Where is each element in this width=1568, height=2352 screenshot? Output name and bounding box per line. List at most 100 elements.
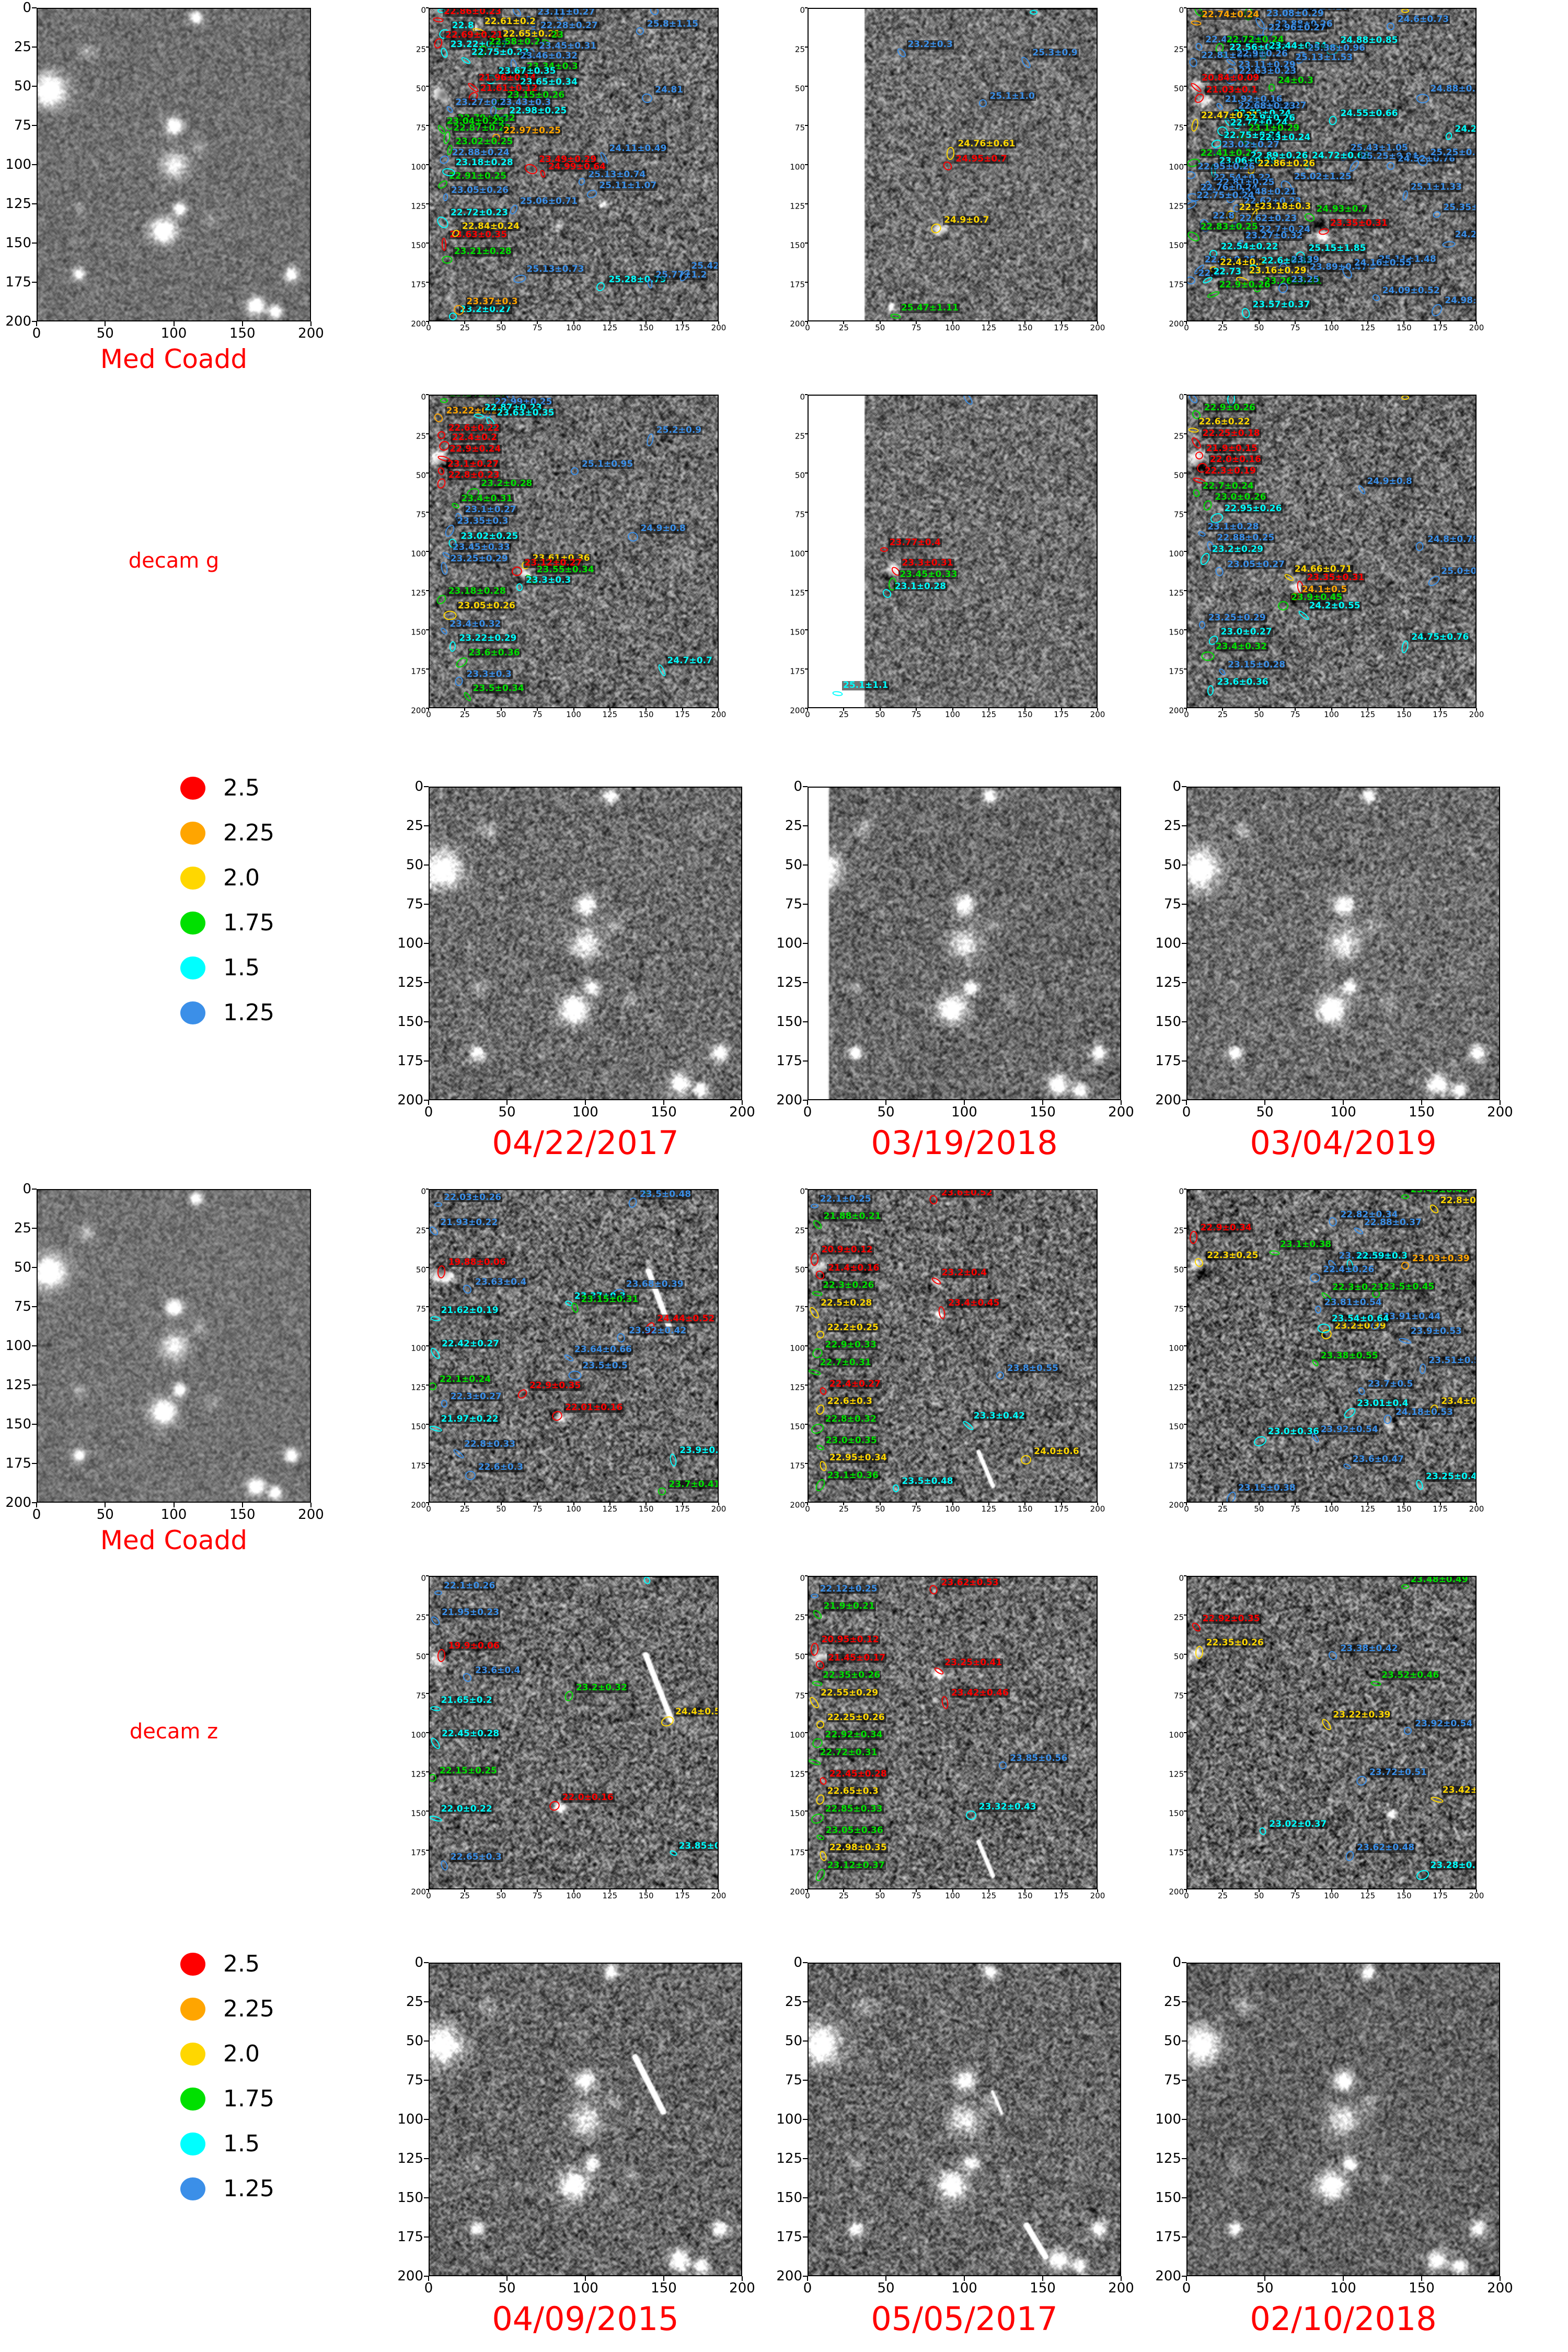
y-axis-tick-mark xyxy=(803,2040,808,2042)
magnitude-legend-z: 2.5 2.25 2.0 1.75 1.5 1.25 xyxy=(180,1942,274,2211)
x-axis-tick-label: 0 xyxy=(1182,2280,1191,2296)
x-axis-tick-mark xyxy=(464,708,466,711)
y-axis-tick-mark xyxy=(1184,1811,1186,1812)
x-axis-tick-mark xyxy=(682,1889,683,1892)
y-axis-tick-label: 100 xyxy=(790,1730,805,1740)
y-axis-tick-label: 75 xyxy=(794,1691,805,1701)
med-coadd-panel-z-sky-image xyxy=(38,1190,310,1502)
x-axis-tick-mark xyxy=(1343,2276,1344,2281)
y-axis-tick-mark xyxy=(1184,1189,1186,1190)
x-axis-tick-label: 0 xyxy=(805,1891,810,1900)
x-axis-tick-label: 150 xyxy=(1017,1504,1033,1514)
x-axis-tick-mark xyxy=(1097,1503,1098,1505)
x-axis-tick-label: 100 xyxy=(1324,710,1339,719)
legend-entry: 2.0 xyxy=(180,856,274,901)
y-axis-tick-mark xyxy=(424,1021,429,1022)
x-axis-tick-label: 0 xyxy=(424,2280,433,2296)
x-axis-tick-label: 50 xyxy=(875,1891,885,1900)
y-axis-tick-label: 175 xyxy=(1169,1848,1184,1858)
x-axis-tick-mark xyxy=(310,321,312,326)
cutout-g-2018-axes xyxy=(808,787,1121,1100)
x-axis-tick-label: 25 xyxy=(459,323,470,332)
legend-entry: 2.25 xyxy=(180,811,274,856)
y-axis-tick-mark xyxy=(1184,1654,1186,1655)
y-axis-tick-mark xyxy=(1184,472,1186,474)
y-axis-tick-mark xyxy=(426,1502,429,1503)
diff-panel-g-2019-annotated-b: 24.6±0.6223.04±0.2622.82±0.2522.9±0.2622… xyxy=(1169,393,1484,719)
x-axis-tick-label: 100 xyxy=(566,1891,581,1900)
y-axis-tick-label: 75 xyxy=(1173,1304,1184,1314)
y-axis-tick-mark xyxy=(803,2119,808,2120)
y-axis-tick-mark xyxy=(426,282,429,283)
y-axis-tick-label: 100 xyxy=(5,1338,31,1354)
legend-color-dot xyxy=(180,867,205,890)
x-axis-tick-mark xyxy=(537,1889,538,1892)
x-axis-tick-mark xyxy=(1343,1100,1344,1105)
x-axis-tick-mark xyxy=(682,321,683,324)
y-axis-tick-mark xyxy=(805,1306,808,1307)
y-axis-tick-mark xyxy=(803,786,808,787)
x-axis-tick-label: 125 xyxy=(981,1504,997,1514)
y-axis-tick-label: 25 xyxy=(1163,1994,1181,2010)
legend-value-label: 1.25 xyxy=(223,999,274,1026)
x-axis-tick-mark xyxy=(1258,1503,1260,1505)
x-axis-tick-mark xyxy=(1121,1100,1122,1105)
y-axis-tick-label: 200 xyxy=(397,1092,423,1108)
y-axis-tick-label: 50 xyxy=(794,84,805,94)
x-axis-tick-label: 25 xyxy=(1217,323,1228,332)
y-axis-tick-mark xyxy=(803,1060,808,1062)
y-axis-tick-label: 175 xyxy=(5,274,31,290)
y-axis-tick-mark xyxy=(424,786,429,787)
y-axis-tick-mark xyxy=(426,1385,429,1386)
y-axis-tick-label: 0 xyxy=(1179,1573,1184,1583)
y-axis-tick-mark xyxy=(32,1463,37,1464)
x-axis-tick-label: 100 xyxy=(945,1891,960,1900)
x-axis-tick-label: 100 xyxy=(566,1504,581,1514)
diff-panel-g-2019-annotated-a-sky-image xyxy=(1187,9,1475,320)
y-axis-tick-label: 175 xyxy=(1169,666,1184,676)
x-axis-tick-label: 175 xyxy=(1054,323,1069,332)
y-axis-tick-mark xyxy=(426,1771,429,1772)
y-axis-tick-label: 50 xyxy=(1173,470,1184,480)
x-axis-tick-mark xyxy=(1295,321,1296,324)
x-axis-tick-label: 25 xyxy=(1217,1504,1228,1514)
med-coadd-panel-z: 0 25 50 75 100 125 150 175 200 0 50 100 150 200 xyxy=(5,1182,324,1521)
y-axis-tick-mark xyxy=(1184,1771,1186,1772)
y-axis-tick-mark xyxy=(32,1267,37,1268)
x-axis-tick-mark xyxy=(500,1503,502,1505)
y-axis-tick-label: 150 xyxy=(397,1014,423,1030)
cutout-z-2018-sky-image xyxy=(1187,1964,1499,2275)
y-axis-tick-label: 100 xyxy=(1155,2112,1181,2127)
x-axis-tick-label: 0 xyxy=(805,1504,810,1514)
x-axis-tick-mark xyxy=(506,1100,508,1105)
x-axis-tick-mark xyxy=(1024,1889,1026,1892)
x-axis-tick-mark xyxy=(1042,1100,1043,1105)
x-axis-tick-label: 175 xyxy=(1433,1504,1448,1514)
x-axis-tick-label: 200 xyxy=(1090,1891,1105,1900)
x-axis-tick-mark xyxy=(1367,1503,1368,1505)
x-axis-tick-mark xyxy=(173,1503,175,1507)
x-axis-tick-label: 125 xyxy=(1360,1504,1376,1514)
y-axis-tick-mark xyxy=(32,203,37,204)
y-axis-tick-label: 0 xyxy=(421,1573,426,1583)
y-axis-tick-mark xyxy=(1182,982,1186,983)
y-axis-tick-mark xyxy=(805,1463,808,1464)
x-axis-tick-mark xyxy=(1476,708,1477,711)
cutout-g-2019-axes xyxy=(1186,787,1500,1100)
y-axis-tick-mark xyxy=(1182,2040,1186,2042)
y-axis-tick-label: 75 xyxy=(1173,510,1184,520)
x-axis-tick-label: 150 xyxy=(638,1891,654,1900)
y-axis-tick-label: 125 xyxy=(790,1769,805,1779)
x-axis-tick-mark xyxy=(879,321,881,324)
x-axis-tick-label: 0 xyxy=(424,1104,433,1120)
band-label-z: decam z xyxy=(129,1720,218,1744)
y-axis-tick-mark xyxy=(424,1060,429,1062)
y-axis-tick-mark xyxy=(1182,2080,1186,2081)
y-axis-tick-mark xyxy=(805,629,808,630)
y-axis-tick-label: 75 xyxy=(1163,896,1181,912)
x-axis-tick-mark xyxy=(964,1100,965,1105)
y-axis-tick-mark xyxy=(805,7,808,8)
y-axis-tick-label: 0 xyxy=(1179,392,1184,402)
y-axis-tick-mark xyxy=(1184,433,1186,434)
x-axis-tick-label: 200 xyxy=(1469,323,1484,332)
